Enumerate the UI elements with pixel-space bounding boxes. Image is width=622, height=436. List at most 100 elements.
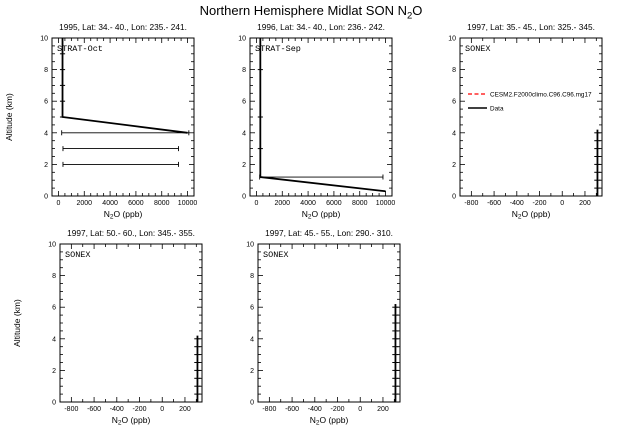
- panel-chart: 0 2000 4000 6000 8000 10000 0 2 4 6 8 10 N2O (ppb) ST…: [238, 36, 396, 221]
- svg-text:-200: -200: [331, 406, 345, 413]
- panel-title: 1997, Lat: 35.- 45., Lon: 325.- 345.: [467, 22, 595, 32]
- svg-text:0: 0: [242, 194, 246, 201]
- svg-text:0: 0: [57, 200, 61, 207]
- svg-text:0: 0: [44, 194, 48, 201]
- svg-text:6: 6: [242, 99, 246, 106]
- panel-chart: -800 -600 -400 -200 0 200 0 2 4 6 8 10 N2O (ppb) Alti…: [12, 242, 203, 427]
- legend-label: CESM2.F2000climo.C96.C96.mg17: [490, 92, 592, 99]
- profile-point-ticks: [594, 132, 601, 189]
- svg-text:8: 8: [452, 67, 456, 74]
- svg-text:10: 10: [246, 242, 254, 249]
- svg-text:6: 6: [52, 305, 56, 312]
- error-bar: [62, 146, 179, 152]
- svg-text:-800: -800: [464, 200, 478, 207]
- plot-frame: [59, 243, 203, 403]
- svg-text:0: 0: [52, 400, 56, 407]
- x-axis-title: N2O (ppb): [302, 209, 341, 221]
- svg-text:4: 4: [242, 130, 246, 137]
- page-title: Northern Hemisphere Midlat SON N2O: [199, 3, 423, 22]
- svg-text:-800: -800: [262, 406, 276, 413]
- svg-text:6: 6: [452, 99, 456, 106]
- panel-plot-area: -800 -600 -400 -200 0 200 0 2 4 6 8 10 N2O (ppb) SONE…: [208, 238, 414, 428]
- legend-label: Data: [490, 106, 504, 113]
- panel-title: 1997, Lat: 50.- 60., Lon: 345.- 355.: [67, 228, 195, 238]
- svg-text:-600: -600: [487, 200, 501, 207]
- svg-text:4000: 4000: [300, 200, 316, 207]
- panel-chart: 0 2000 4000 6000 8000 10000 0 2 4 6 8 10 N2O (ppb) Al…: [4, 36, 197, 221]
- y-axis-title: Altitude (km): [4, 93, 14, 141]
- svg-text:-600: -600: [285, 406, 299, 413]
- axis-tick-labels: 0 2000 4000 6000 8000 10000 0 2 4 6 8 10: [40, 36, 197, 208]
- svg-text:-400: -400: [110, 406, 124, 413]
- svg-text:0: 0: [255, 200, 259, 207]
- panel-title: 1995, Lat: 34.- 40., Lon: 235.- 241.: [59, 22, 187, 32]
- axis-tick-labels: -800 -600 -400 -200 0 200 0 2 4 6 8 10: [448, 36, 591, 208]
- svg-text:2: 2: [52, 368, 56, 375]
- svg-text:8: 8: [52, 273, 56, 280]
- svg-text:4: 4: [44, 130, 48, 137]
- svg-text:2000: 2000: [76, 200, 92, 207]
- x-axis-title: N2O (ppb): [310, 415, 349, 427]
- svg-text:0: 0: [452, 194, 456, 201]
- svg-text:10000: 10000: [178, 200, 198, 207]
- panel-title: 1997, Lat: 45.- 55., Lon: 290.- 310.: [265, 228, 393, 238]
- error-bar: [61, 130, 190, 136]
- svg-text:8: 8: [242, 67, 246, 74]
- svg-text:8000: 8000: [154, 200, 170, 207]
- axis-ticks: [60, 243, 202, 403]
- svg-text:4: 4: [452, 130, 456, 137]
- panel-plot-area: 0 2000 4000 6000 8000 10000 0 2 4 6 8 10 N2O (ppb) Al…: [2, 32, 208, 222]
- axis-tick-labels: -800 -600 -400 -200 0 200 0 2 4 6 8 10: [246, 242, 389, 414]
- inner-label: STRAT-Sep: [255, 44, 301, 54]
- panel-1995-strat-oct: 1995, Lat: 34.- 40., Lon: 235.- 241. 0 20…: [2, 22, 208, 222]
- panel-chart: -800 -600 -400 -200 0 200 0 2 4 6 8 10 N2O (ppb) SONE…: [448, 36, 603, 221]
- error-bar: [259, 174, 384, 180]
- panel-chart: -800 -600 -400 -200 0 200 0 2 4 6 8 10 N2O (ppb) SONE…: [246, 242, 401, 427]
- panel-1997-sonex-2: 1997, Lat: 50.- 60., Lon: 345.- 355. -80…: [10, 228, 216, 428]
- svg-text:10: 10: [40, 36, 48, 43]
- svg-text:2: 2: [242, 162, 246, 169]
- svg-text:10000: 10000: [376, 200, 396, 207]
- plot-frame: [249, 37, 393, 197]
- inner-label: STRAT-Oct: [57, 44, 103, 54]
- svg-text:0: 0: [250, 400, 254, 407]
- inner-label: SONEX: [263, 250, 289, 260]
- svg-text:2: 2: [250, 368, 254, 375]
- panel-1997-sonex-3: 1997, Lat: 45.- 55., Lon: 290.- 310. -80…: [208, 228, 414, 428]
- panel-plot-area: 0 2000 4000 6000 8000 10000 0 2 4 6 8 10 N2O (ppb) ST…: [200, 32, 406, 222]
- svg-text:10: 10: [448, 36, 456, 43]
- inner-label: SONEX: [465, 44, 491, 54]
- svg-text:8: 8: [44, 67, 48, 74]
- svg-text:-800: -800: [64, 406, 78, 413]
- svg-text:10: 10: [48, 242, 56, 249]
- svg-text:-200: -200: [533, 200, 547, 207]
- svg-text:2: 2: [452, 162, 456, 169]
- profile-point-ticks: [392, 306, 399, 395]
- svg-text:-600: -600: [87, 406, 101, 413]
- axis-ticks: [460, 37, 602, 197]
- svg-text:4: 4: [250, 336, 254, 343]
- svg-text:6: 6: [250, 305, 254, 312]
- legend: CESM2.F2000climo.C96.C96.mg17 Data: [468, 92, 592, 113]
- plot-frame: [257, 243, 401, 403]
- svg-text:2: 2: [44, 162, 48, 169]
- svg-text:200: 200: [579, 200, 591, 207]
- profile-point-ticks: [59, 37, 66, 118]
- axis-ticks: [52, 37, 194, 197]
- inner-label: SONEX: [65, 250, 91, 260]
- svg-text:0: 0: [160, 406, 164, 413]
- svg-text:8000: 8000: [352, 200, 368, 207]
- x-axis-title: N2O (ppb): [104, 209, 143, 221]
- svg-text:6000: 6000: [128, 200, 144, 207]
- y-axis-title: Altitude (km): [12, 299, 22, 347]
- svg-text:-400: -400: [510, 200, 524, 207]
- svg-text:10: 10: [238, 36, 246, 43]
- svg-text:-200: -200: [133, 406, 147, 413]
- x-axis-title: N2O (ppb): [512, 209, 551, 221]
- x-axis-title: N2O (ppb): [112, 415, 151, 427]
- svg-text:6000: 6000: [326, 200, 342, 207]
- svg-text:4000: 4000: [102, 200, 118, 207]
- panel-plot-area: -800 -600 -400 -200 0 200 0 2 4 6 8 10 N2O (ppb) SONE…: [410, 32, 616, 222]
- svg-text:0: 0: [358, 406, 362, 413]
- plot-frame: [51, 37, 195, 197]
